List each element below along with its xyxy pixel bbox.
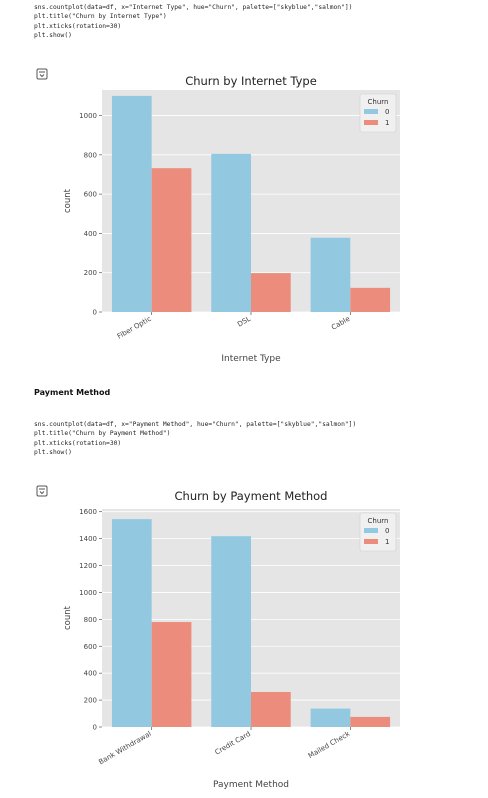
- x-tick-label: Bank Withdrawal: [97, 730, 152, 767]
- bar: [350, 716, 391, 727]
- y-axis-label: count: [63, 188, 73, 213]
- legend-title: Churn: [368, 98, 389, 106]
- code-line: plt.title("Churn by Payment Method"): [34, 430, 171, 438]
- chart-title: Churn by Payment Method: [175, 489, 328, 503]
- y-tick-label: 800: [84, 616, 97, 624]
- code-line: plt.xticks(rotation=30): [34, 22, 122, 30]
- bar: [251, 692, 291, 727]
- legend-swatch: [364, 539, 378, 544]
- y-tick-label: 600: [84, 643, 97, 651]
- legend-entry: 1: [385, 538, 389, 546]
- y-axis-label: count: [63, 605, 73, 630]
- y-tick-label: 400: [84, 230, 97, 238]
- y-tick-label: 1000: [79, 112, 97, 120]
- y-tick-label: 1400: [79, 535, 97, 543]
- y-tick-label: 1000: [79, 589, 97, 597]
- bar: [211, 153, 251, 312]
- output-toggle-icon[interactable]: [36, 68, 48, 80]
- bar: [310, 237, 351, 312]
- bar: [211, 536, 251, 727]
- y-tick-label: 200: [84, 697, 97, 705]
- y-tick-label: 1600: [79, 508, 97, 516]
- y-tick-label: 600: [84, 191, 97, 199]
- output-toggle-icon[interactable]: [36, 485, 48, 497]
- code-line: plt.show(): [34, 449, 72, 457]
- code-cell-2[interactable]: sns.countplot(data=df, x="Payment Method…: [34, 420, 356, 458]
- legend-entry: 0: [385, 108, 389, 116]
- bar: [151, 168, 192, 312]
- y-tick-label: 200: [84, 269, 97, 277]
- bar: [151, 622, 192, 727]
- x-tick-label: Cable: [330, 315, 351, 332]
- legend-entry: 0: [385, 527, 389, 535]
- bar: [111, 95, 152, 313]
- x-tick-label: Mailed Check: [307, 729, 352, 760]
- bar: [350, 287, 391, 312]
- y-tick-label: 800: [84, 151, 97, 159]
- legend-swatch: [364, 528, 378, 533]
- bar: [251, 273, 291, 312]
- code-line: sns.countplot(data=df, x="Payment Method…: [34, 421, 357, 428]
- bar: [111, 519, 152, 727]
- chart-internet-type: 0 200 400 600 800 1000 Fiber Optic DSL Cable Chur…: [63, 74, 400, 364]
- x-tick-label: Credit Card: [214, 730, 252, 757]
- code-line: sns.countplot(data=df, x="Internet Type"…: [34, 4, 353, 11]
- bar: [310, 708, 351, 727]
- x-axis-label: Payment Method: [213, 780, 289, 790]
- markdown-heading: Payment Method: [34, 388, 111, 397]
- chart-payment-method: 0 200 400 600 800 1000 1200 1400 1600 Bank Withdr…: [63, 489, 400, 790]
- legend-title: Churn: [368, 517, 389, 525]
- chart-title: Churn by Internet Type: [185, 74, 317, 88]
- x-tick-label: DSL: [236, 315, 252, 329]
- code-line: plt.show(): [34, 32, 72, 40]
- legend-swatch: [364, 109, 378, 114]
- legend-swatch: [364, 120, 378, 125]
- x-tick-label: Fiber Optic: [116, 315, 153, 341]
- code-line: plt.xticks(rotation=30): [34, 439, 122, 447]
- code-line: plt.title("Churn by Internet Type"): [34, 13, 167, 21]
- x-axis-label: Internet Type: [221, 354, 281, 364]
- y-tick-label: 0: [93, 724, 97, 732]
- code-cell-1[interactable]: sns.countplot(data=df, x="Internet Type"…: [34, 3, 352, 41]
- y-tick-label: 1200: [79, 562, 97, 570]
- y-tick-label: 0: [93, 309, 97, 317]
- y-tick-label: 400: [84, 670, 97, 678]
- legend-entry: 1: [385, 119, 389, 127]
